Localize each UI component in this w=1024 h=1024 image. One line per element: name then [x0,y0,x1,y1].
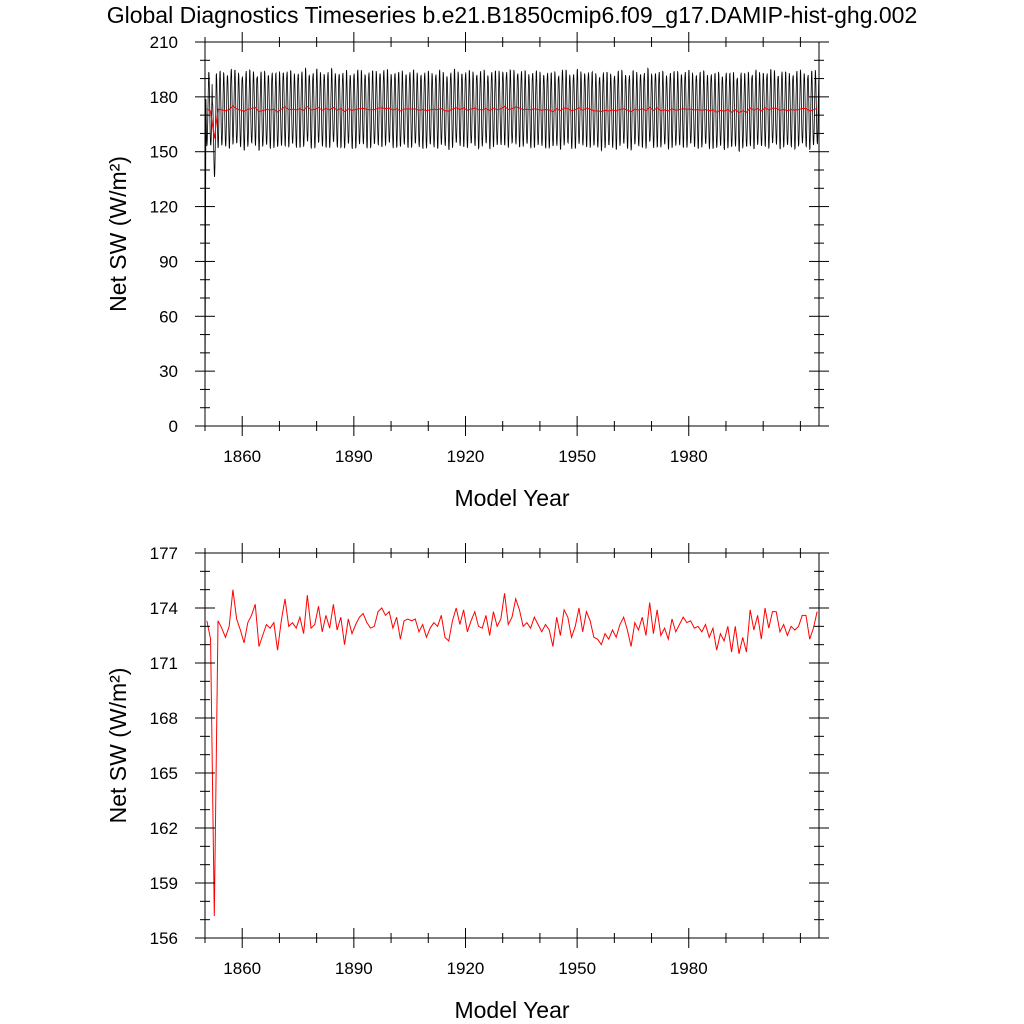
y-tick-label: 150 [150,143,178,162]
bottom-panel-marks [206,589,818,917]
y-tick-label: 177 [150,544,178,563]
plot-frame [204,41,820,427]
x-tick-label: 1980 [670,959,708,978]
y-tick-label: 0 [169,417,178,436]
x-tick-label: 1980 [670,447,708,466]
y-tick-label: 180 [150,88,178,107]
y-tick-label: 171 [150,654,178,673]
y-tick-label: 165 [150,764,178,783]
y-tick-label: 168 [150,709,178,728]
plot-area [205,67,819,426]
bottom-panel-annual: 1860 1890 1920 1950 1980 156 159 162 165 168 171 17… [105,543,829,1023]
y-axis-label: Net SW (W/m²) [105,156,131,312]
monthly-series-line [205,67,819,426]
y-tick-label: 120 [150,198,178,217]
x-tick-label: 1950 [558,959,596,978]
x-tick-label: 1860 [223,447,261,466]
y-tick-label: 174 [150,599,178,618]
top-panel-monthly-and-annual: 1860 1890 1920 1950 1980 0 30 60 90 120 150 180 210 M… [105,32,829,511]
annual-mean-series-line [206,589,818,917]
annual-mean-series-line [206,105,818,139]
y-axis-label: Net SW (W/m²) [105,668,131,824]
top-panel-axes: 1860 1890 1920 1950 1980 0 30 60 90 120 150 180 210 M… [105,32,829,511]
x-tick-label: 1920 [447,447,485,466]
x-axis-label: Model Year [454,485,569,511]
y-tick-label: 60 [159,307,178,326]
chart-title: Global Diagnostics Timeseries b.e21.B185… [106,2,918,28]
x-tick-label: 1890 [335,959,373,978]
plot-area [206,589,818,917]
y-tick-label: 210 [150,33,178,52]
bottom-panel-axes: 1860 1890 1920 1950 1980 156 159 162 165 168 171 17… [105,543,829,1023]
y-tick-label: 162 [150,819,178,838]
x-tick-label: 1920 [447,959,485,978]
y-tick-label: 156 [150,929,178,948]
plot-frame [204,552,820,939]
x-tick-label: 1950 [558,447,596,466]
x-tick-label: 1890 [335,447,373,466]
y-tick-label: 30 [159,362,178,381]
y-tick-label: 90 [159,252,178,271]
y-tick-label: 159 [150,874,178,893]
x-tick-label: 1860 [223,959,261,978]
x-axis-label: Model Year [454,997,569,1023]
top-panel-marks [205,67,819,426]
